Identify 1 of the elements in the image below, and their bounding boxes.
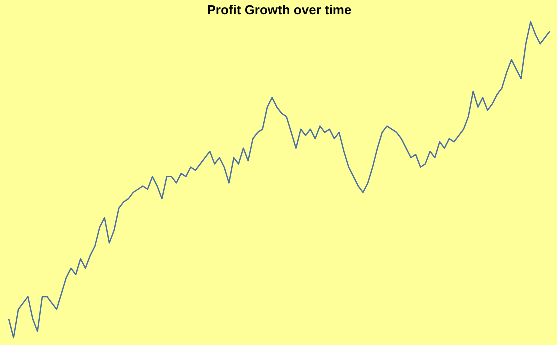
chart-title: Profit Growth over time: [207, 2, 352, 18]
